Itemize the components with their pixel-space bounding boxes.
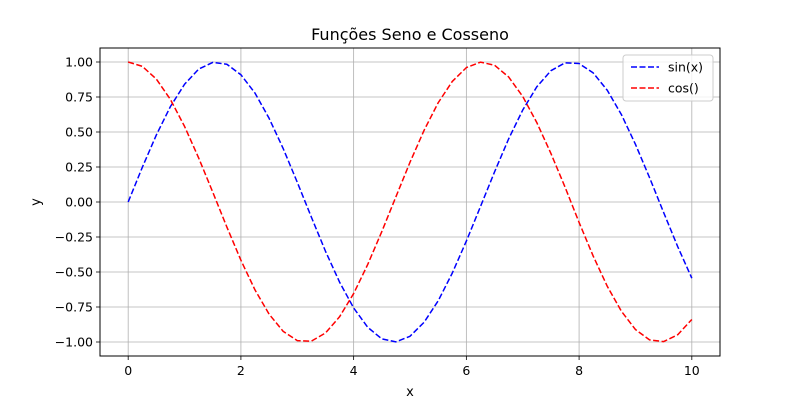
x-tick-label: 10 (684, 363, 700, 378)
legend-label-sin: sin(x) (668, 60, 703, 75)
y-tick-label: −0.75 (55, 300, 93, 315)
y-axis: 1.00 0.75 0.50 0.25 0.00 −0.25 −0.50 −0.75 −1.00 (55, 55, 100, 350)
legend-label-cos: cos() (668, 81, 699, 96)
y-tick-label: 1.00 (65, 55, 93, 70)
sin-series-line (127, 61, 693, 343)
y-tick-label: −0.50 (55, 265, 93, 280)
x-tick-label: 8 (575, 363, 583, 378)
x-tick-label: 4 (350, 363, 358, 378)
y-tick-label: 0.50 (65, 125, 93, 140)
x-tick-label: 2 (237, 363, 245, 378)
y-axis-label: y (29, 198, 44, 206)
y-tick-label: −1.00 (55, 335, 93, 350)
series-group (127, 61, 693, 343)
x-tick-label: 0 (124, 363, 132, 378)
x-axis-label: x (406, 385, 414, 400)
chart-title: Funções Seno e Cosseno (311, 25, 509, 44)
y-tick-label: −0.25 (55, 230, 93, 245)
cos-series-line (127, 61, 693, 343)
y-tick-label: 0.75 (65, 90, 93, 105)
y-tick-label: 0.25 (65, 160, 93, 175)
x-axis: 0 2 4 6 8 10 (124, 356, 700, 378)
grid (100, 48, 720, 356)
legend: sin(x) cos() (622, 54, 714, 102)
y-tick-label: 0.00 (65, 195, 93, 210)
x-tick-label: 6 (462, 363, 470, 378)
